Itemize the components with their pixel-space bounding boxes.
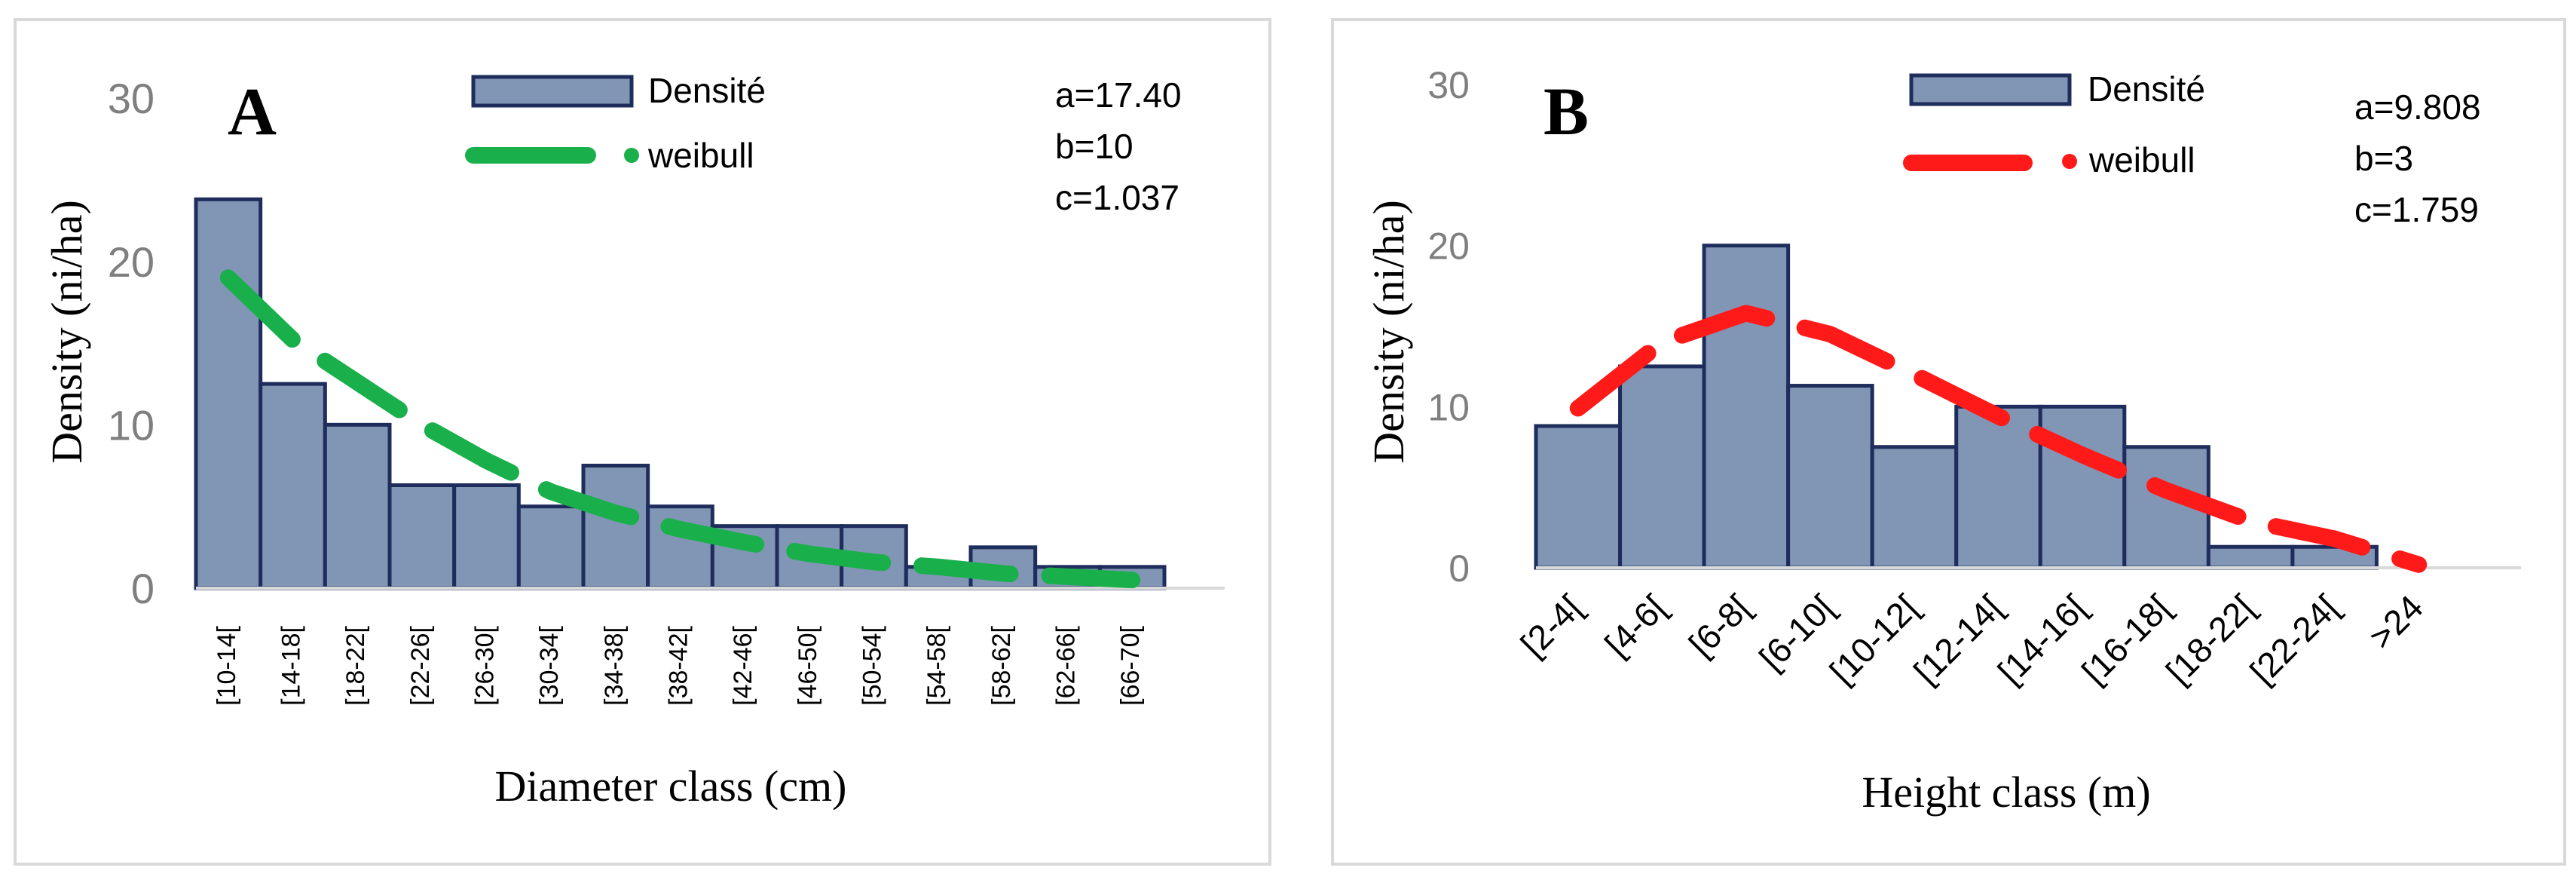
plot-bars: [1534, 244, 2379, 570]
bar: [1702, 244, 1791, 570]
plot-bars: [194, 197, 1167, 590]
panel-label: A: [228, 75, 277, 149]
legend-line-dot: [2062, 154, 2077, 169]
panel-label: B: [1543, 75, 1589, 149]
chart-panel-a: A Density (ni/ha) Diameter class (cm) De…: [14, 18, 1271, 866]
x-tick-label: [54-58[: [922, 625, 951, 705]
fit-parameters: a=9.808 b=3 c=1.759: [2354, 87, 2481, 229]
bar: [2206, 544, 2295, 570]
param-c: c=1.759: [2354, 190, 2479, 229]
y-tick-label: 0: [131, 565, 154, 612]
x-axis-label: Height class (m): [1862, 768, 2150, 817]
legend: Densité weibull: [1903, 69, 2205, 179]
x-tick-labels: [10-14[ [14-18[ [18-22[ [22-26[ [26-30[ [30-3…: [213, 625, 1145, 705]
bar: [194, 197, 263, 590]
bar: [1534, 424, 1623, 570]
x-tick-label: [22-26[: [406, 625, 435, 705]
param-a: a=9.808: [2354, 87, 2481, 127]
fit-parameters: a=17.40 b=10 c=1.037: [1055, 75, 1182, 217]
x-tick-label: [10-14[: [213, 625, 241, 705]
legend-bar-label: Densité: [2088, 69, 2205, 109]
y-tick-label: 30: [1427, 64, 1470, 106]
y-tick-label: 10: [108, 401, 154, 449]
x-tick-label: [34-38[: [600, 625, 629, 705]
y-tick-label: 20: [1427, 225, 1470, 268]
param-b: b=3: [2354, 139, 2413, 178]
x-tick-label: [18-22[: [341, 625, 370, 705]
legend-line-label: weibull: [647, 136, 754, 175]
legend-bar-label: Densité: [648, 71, 766, 110]
x-tick-label: [46-50[: [794, 625, 822, 705]
plot-line: [219, 269, 1141, 589]
bar: [259, 382, 327, 590]
y-tick-label: 30: [108, 75, 154, 122]
x-tick-label: [14-18[: [277, 625, 305, 705]
x-tick-label: [66-70[: [1116, 625, 1145, 705]
chart-panel-b: B Density (ni/ha) Height class (m) Densi…: [1331, 18, 2566, 866]
x-tick-label: [42-46[: [729, 625, 757, 705]
x-tick-label: [26-30[: [470, 625, 499, 705]
bar: [1870, 445, 1959, 570]
x-tick-label: [62-66[: [1051, 625, 1080, 705]
bar: [323, 422, 392, 590]
bar: [646, 504, 714, 590]
y-tick-labels: 0 10 20 30: [1427, 64, 1470, 590]
param-b: b=10: [1055, 127, 1134, 166]
legend-bar-swatch: [1909, 73, 2072, 106]
x-tick-label: [50-54[: [858, 625, 886, 705]
legend-line-dot: [624, 148, 639, 163]
x-tick-label: [58-62[: [987, 625, 1016, 705]
x-tick-label: [38-42[: [664, 625, 693, 705]
y-axis-label: Density (ni/ha): [1364, 200, 1413, 464]
bar: [387, 483, 457, 590]
bar: [2038, 404, 2127, 570]
legend: Densité weibull: [465, 71, 766, 175]
y-tick-labels: 0 10 20 30: [108, 75, 154, 612]
bar: [1618, 364, 1706, 570]
legend-bar-swatch: [471, 75, 634, 108]
bar: [452, 483, 521, 590]
x-tick-label: [30-34[: [535, 625, 564, 705]
param-a: a=17.40: [1055, 75, 1182, 115]
bar: [516, 504, 586, 590]
param-c: c=1.037: [1055, 178, 1179, 217]
weibull-line: [1569, 305, 2428, 573]
bar: [1786, 384, 1874, 570]
bar: [581, 464, 650, 590]
x-axis-label: Diameter class (cm): [494, 762, 846, 811]
y-axis-label: Density (ni/ha): [42, 200, 91, 464]
weibull-line: [219, 269, 1141, 589]
bar: [1954, 404, 2042, 570]
y-tick-label: 0: [1449, 547, 1470, 590]
y-tick-label: 20: [108, 238, 154, 286]
y-tick-label: 10: [1427, 386, 1470, 428]
legend-line-label: weibull: [2088, 140, 2195, 179]
plot-line: [1569, 305, 2428, 573]
